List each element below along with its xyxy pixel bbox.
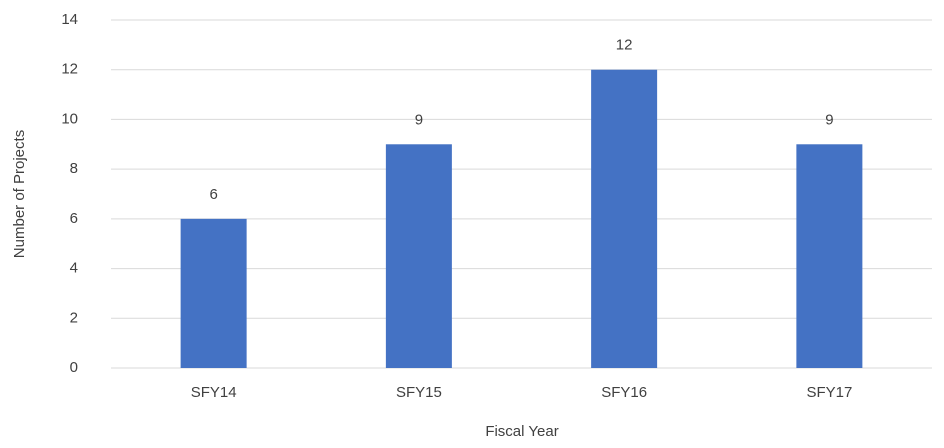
y-tick-label: 8 — [70, 160, 78, 177]
y-tick-label: 14 — [61, 11, 78, 28]
y-tick-label: 6 — [70, 210, 78, 227]
data-label: 12 — [616, 37, 633, 54]
x-tick-label: SFY17 — [806, 384, 852, 401]
x-axis-label: Fiscal Year — [485, 423, 558, 440]
y-tick-label: 12 — [61, 61, 78, 78]
bar — [180, 218, 247, 368]
x-tick-label: SFY15 — [396, 384, 442, 401]
y-tick-label: 2 — [70, 309, 78, 326]
x-tick-label: SFY16 — [601, 384, 647, 401]
x-tick-label: SFY14 — [191, 384, 237, 401]
bar — [591, 69, 658, 368]
y-tick-label: 10 — [61, 110, 78, 127]
data-label: 6 — [209, 186, 217, 203]
y-axis-label: Number of Projects — [11, 130, 28, 258]
bar — [796, 144, 863, 368]
data-label: 9 — [825, 111, 833, 128]
data-label: 9 — [415, 111, 423, 128]
y-tick-label: 4 — [70, 260, 78, 277]
y-tick-label: 0 — [70, 359, 78, 376]
bar — [385, 144, 452, 368]
